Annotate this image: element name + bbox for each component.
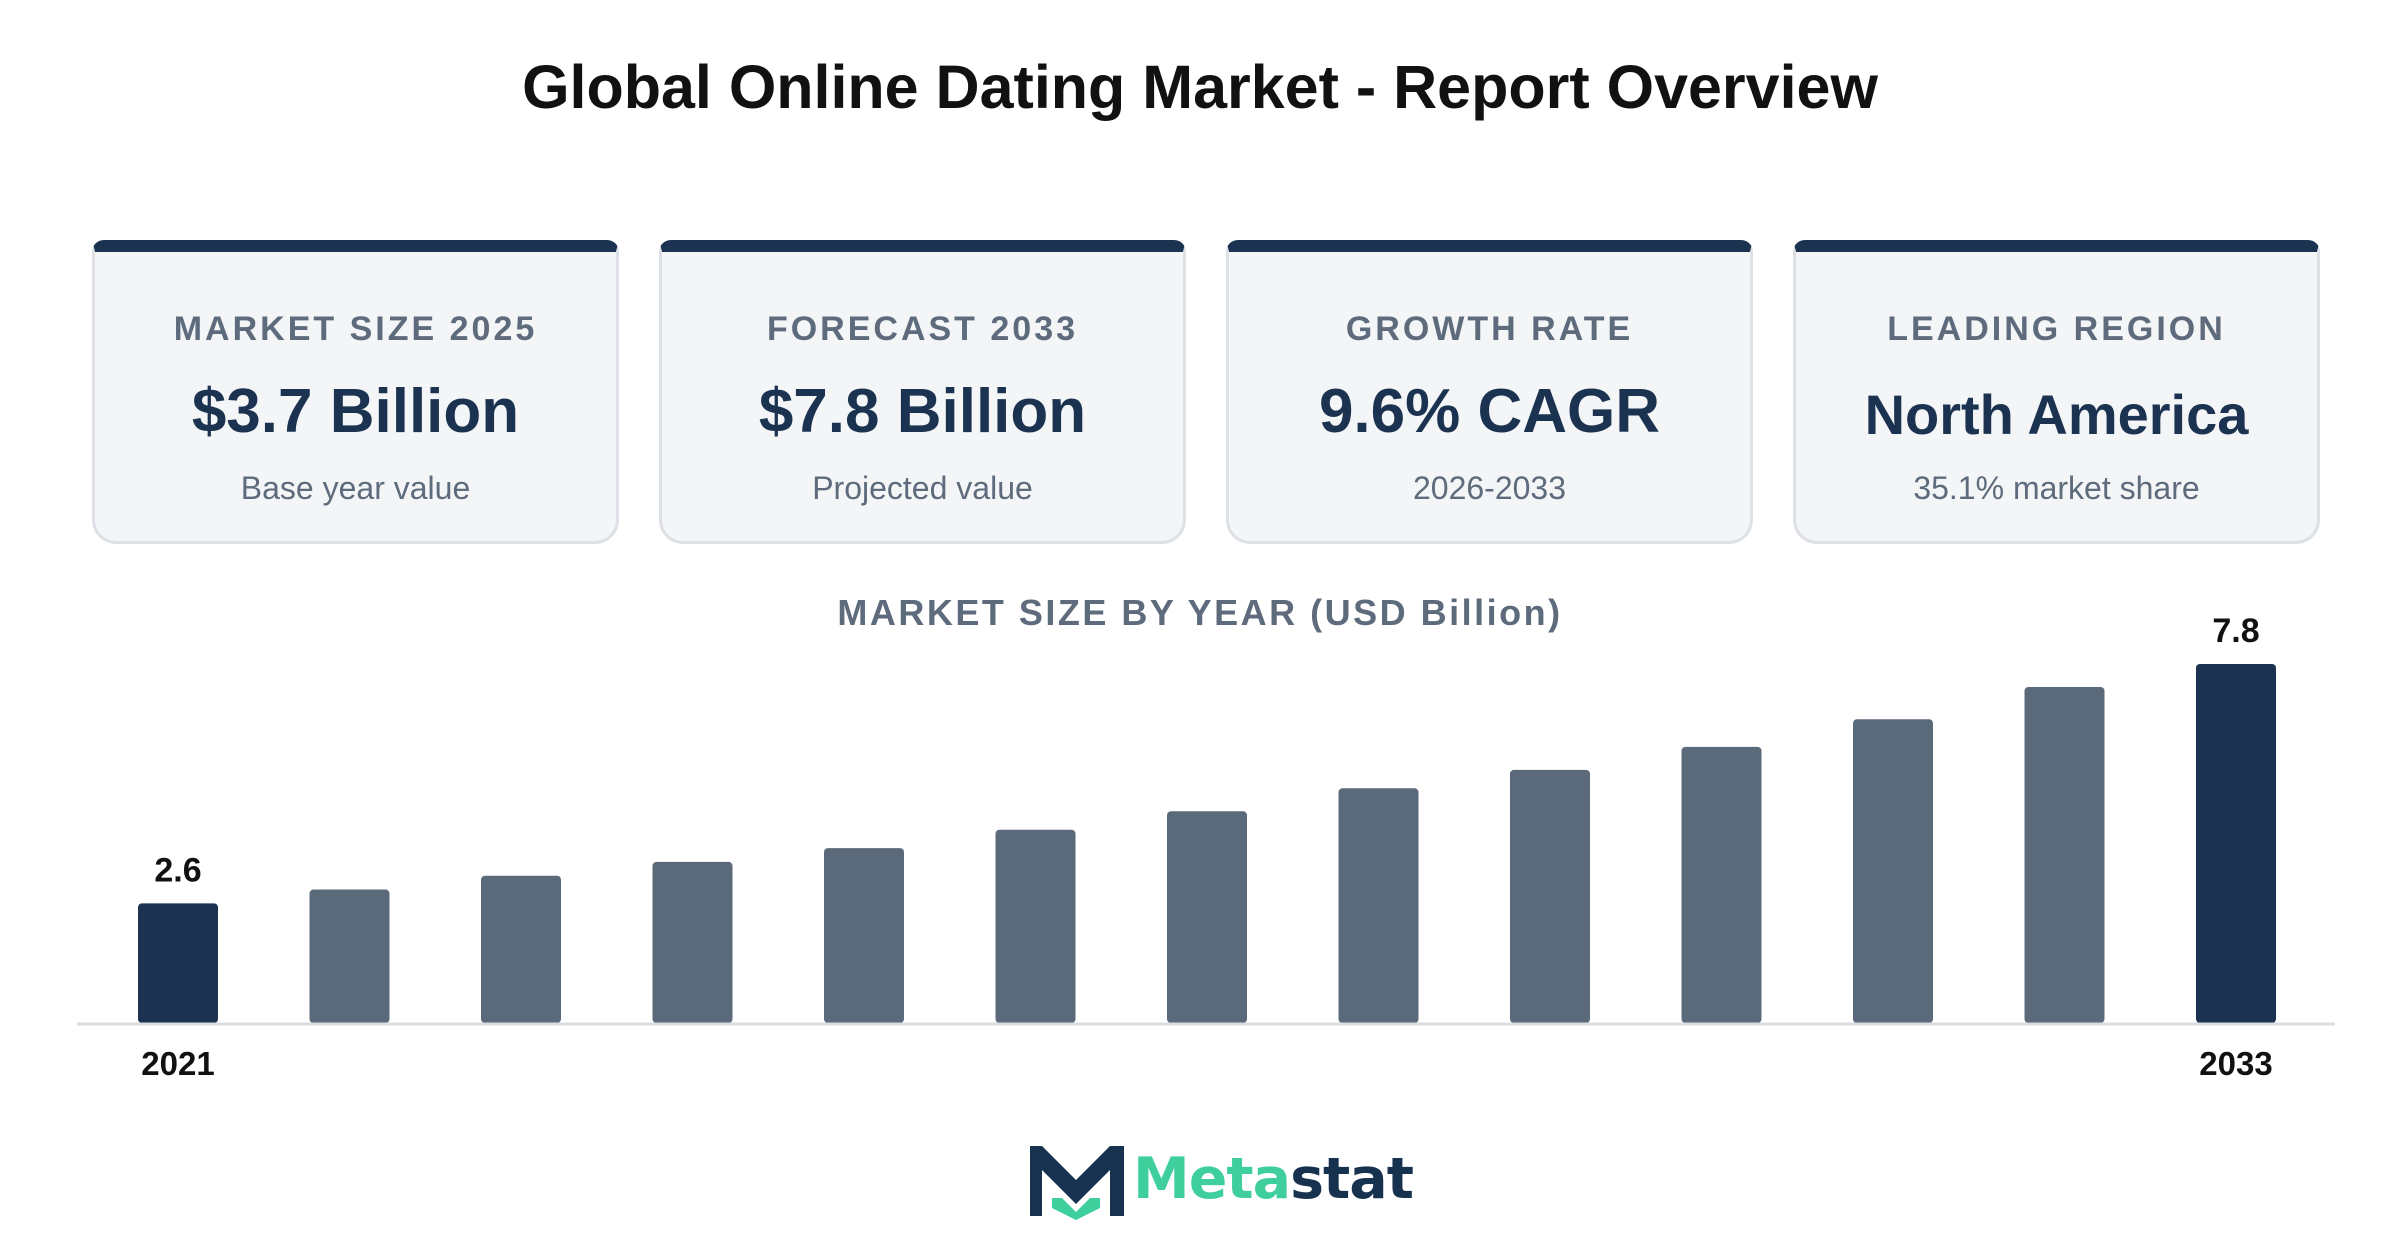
card-market-size: MARKET SIZE 2025 $3.7 Billion Base year … [92,240,619,544]
card-label: FORECAST 2033 [766,310,1079,348]
bar-2031 [1853,719,1933,1023]
x-tick-label-2021: 2021 [141,1045,214,1082]
bar-2027 [1167,811,1247,1023]
chart-title: MARKET SIZE BY YEAR (USD Billion) [837,592,1563,633]
bar-2026 [995,829,1076,1023]
x-tick-label-2033: 2033 [2199,1045,2272,1082]
logo-text-stat: stat [1290,1146,1414,1212]
card-subtext: 35.1% market share [1913,470,2200,506]
logo-text-meta: Meta [1133,1146,1291,1212]
bar-2030 [1681,746,1762,1023]
value-label-2033: 7.8 [2212,612,2259,650]
bar-2029 [1510,769,1590,1023]
card-value: 9.6% CAGR [1318,377,1661,446]
card-label: LEADING REGION [1887,310,2226,348]
bar-2023 [481,875,561,1023]
bar-2032 [2024,687,2105,1023]
metastat-logo: Metastat [1028,1140,1414,1220]
bar-2025 [824,848,904,1023]
card-subtext: Projected value [812,470,1033,506]
page-title: Global Online Dating Market - Report Ove… [522,53,1878,121]
card-growth-rate: GROWTH RATE 9.6% CAGR 2026-2033 [1226,240,1753,544]
logo-wordmark: Metastat [1133,1146,1414,1212]
bar-2024 [652,861,733,1023]
kpi-cards: MARKET SIZE 2025 $3.7 Billion Base year … [92,240,2320,544]
card-subtext: 2026-2033 [1412,470,1567,506]
card-leading-region: LEADING REGION North America 35.1% marke… [1793,240,2320,544]
market-size-bar-chart: 2.6 2021 7.8 2033 [77,612,2335,1082]
bar-2028 [1338,788,1419,1023]
metastat-logo-icon [1030,1146,1124,1220]
card-label: MARKET SIZE 2025 [173,310,538,348]
value-label-2021: 2.6 [154,851,201,889]
card-label: GROWTH RATE [1345,310,1634,348]
card-value: $3.7 Billion [191,377,520,446]
bar-2022 [309,889,390,1023]
bar-2033 [2196,664,2276,1023]
card-value: $7.8 Billion [758,377,1087,446]
bar-2021 [138,903,218,1023]
card-subtext: Base year value [240,470,471,506]
card-forecast: FORECAST 2033 $7.8 Billion Projected val… [659,240,1186,544]
card-value: North America [1864,383,2249,446]
